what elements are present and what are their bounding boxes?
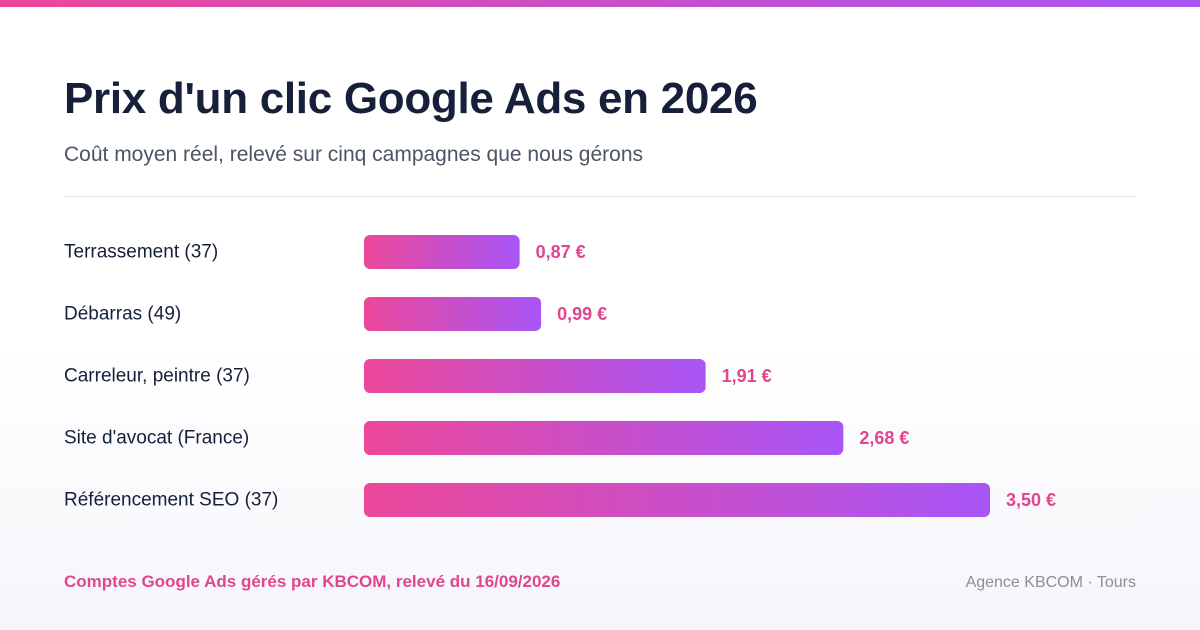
data-label: 2,68 € — [859, 428, 909, 448]
category-label: Terrassement (37) — [64, 242, 218, 263]
page-subtitle: Coût moyen réel, relevé sur cinq campagn… — [64, 143, 643, 166]
bar — [364, 483, 990, 517]
bar — [364, 297, 542, 331]
header-divider — [64, 196, 1136, 197]
brand-credit: Agence KBCOM · Tours — [965, 574, 1136, 591]
category-label: Débarras (49) — [64, 304, 181, 325]
top-accent-bar — [0, 0, 1200, 7]
data-label: 0,87 € — [536, 242, 586, 262]
bar — [364, 421, 844, 455]
data-label: 0,99 € — [557, 304, 607, 324]
category-label: Site d'avocat (France) — [64, 428, 249, 449]
category-label: Référencement SEO (37) — [64, 490, 278, 511]
bar — [364, 359, 706, 393]
bar — [364, 235, 520, 269]
data-label: 3,50 € — [1006, 490, 1056, 510]
source-note: Comptes Google Ads gérés par KBCOM, rele… — [64, 572, 561, 591]
category-label: Carreleur, peintre (37) — [64, 366, 250, 387]
bar-chart: Terrassement (37) 0,87 € Débarras (49) 0,99… — [64, 235, 1056, 517]
data-label: 1,91 € — [722, 366, 772, 386]
page-title: Prix d'un clic Google Ads en 2026 — [64, 74, 758, 123]
